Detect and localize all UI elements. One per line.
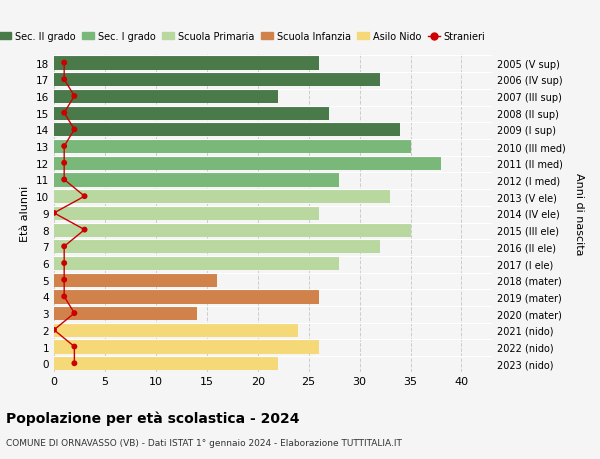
Bar <box>54 173 339 187</box>
Bar <box>54 56 319 71</box>
Bar <box>54 73 380 87</box>
Point <box>80 226 89 234</box>
Text: Popolazione per età scolastica - 2024: Popolazione per età scolastica - 2024 <box>6 411 299 425</box>
Bar <box>54 157 441 170</box>
Point <box>59 276 69 284</box>
Bar <box>54 123 400 137</box>
Bar <box>54 207 319 220</box>
Point <box>59 110 69 117</box>
Point <box>70 343 79 351</box>
Point <box>70 360 79 367</box>
Point <box>49 326 59 334</box>
Bar <box>54 290 319 304</box>
Point <box>59 176 69 184</box>
Point <box>59 143 69 151</box>
Bar <box>54 223 410 237</box>
Bar <box>54 190 390 204</box>
Bar <box>54 140 410 154</box>
Point <box>80 193 89 201</box>
Bar <box>54 323 298 337</box>
Point <box>49 210 59 217</box>
Bar <box>54 340 319 354</box>
Y-axis label: Anni di nascita: Anni di nascita <box>574 172 584 255</box>
Bar <box>54 240 380 254</box>
Text: COMUNE DI ORNAVASSO (VB) - Dati ISTAT 1° gennaio 2024 - Elaborazione TUTTITALIA.: COMUNE DI ORNAVASSO (VB) - Dati ISTAT 1°… <box>6 438 402 448</box>
Point <box>59 76 69 84</box>
Bar <box>54 306 197 320</box>
Point <box>59 293 69 301</box>
Bar <box>54 273 217 287</box>
Point <box>70 126 79 134</box>
Legend: Sec. II grado, Sec. I grado, Scuola Primaria, Scuola Infanzia, Asilo Nido, Stran: Sec. II grado, Sec. I grado, Scuola Prim… <box>0 28 490 46</box>
Point <box>59 60 69 67</box>
Point <box>59 160 69 167</box>
Y-axis label: Età alunni: Età alunni <box>20 185 31 241</box>
Bar <box>54 356 278 370</box>
Point <box>70 93 79 101</box>
Bar <box>54 257 339 270</box>
Bar <box>54 90 278 104</box>
Bar <box>54 106 329 121</box>
Point <box>70 310 79 317</box>
Point <box>59 243 69 251</box>
Point <box>59 260 69 267</box>
